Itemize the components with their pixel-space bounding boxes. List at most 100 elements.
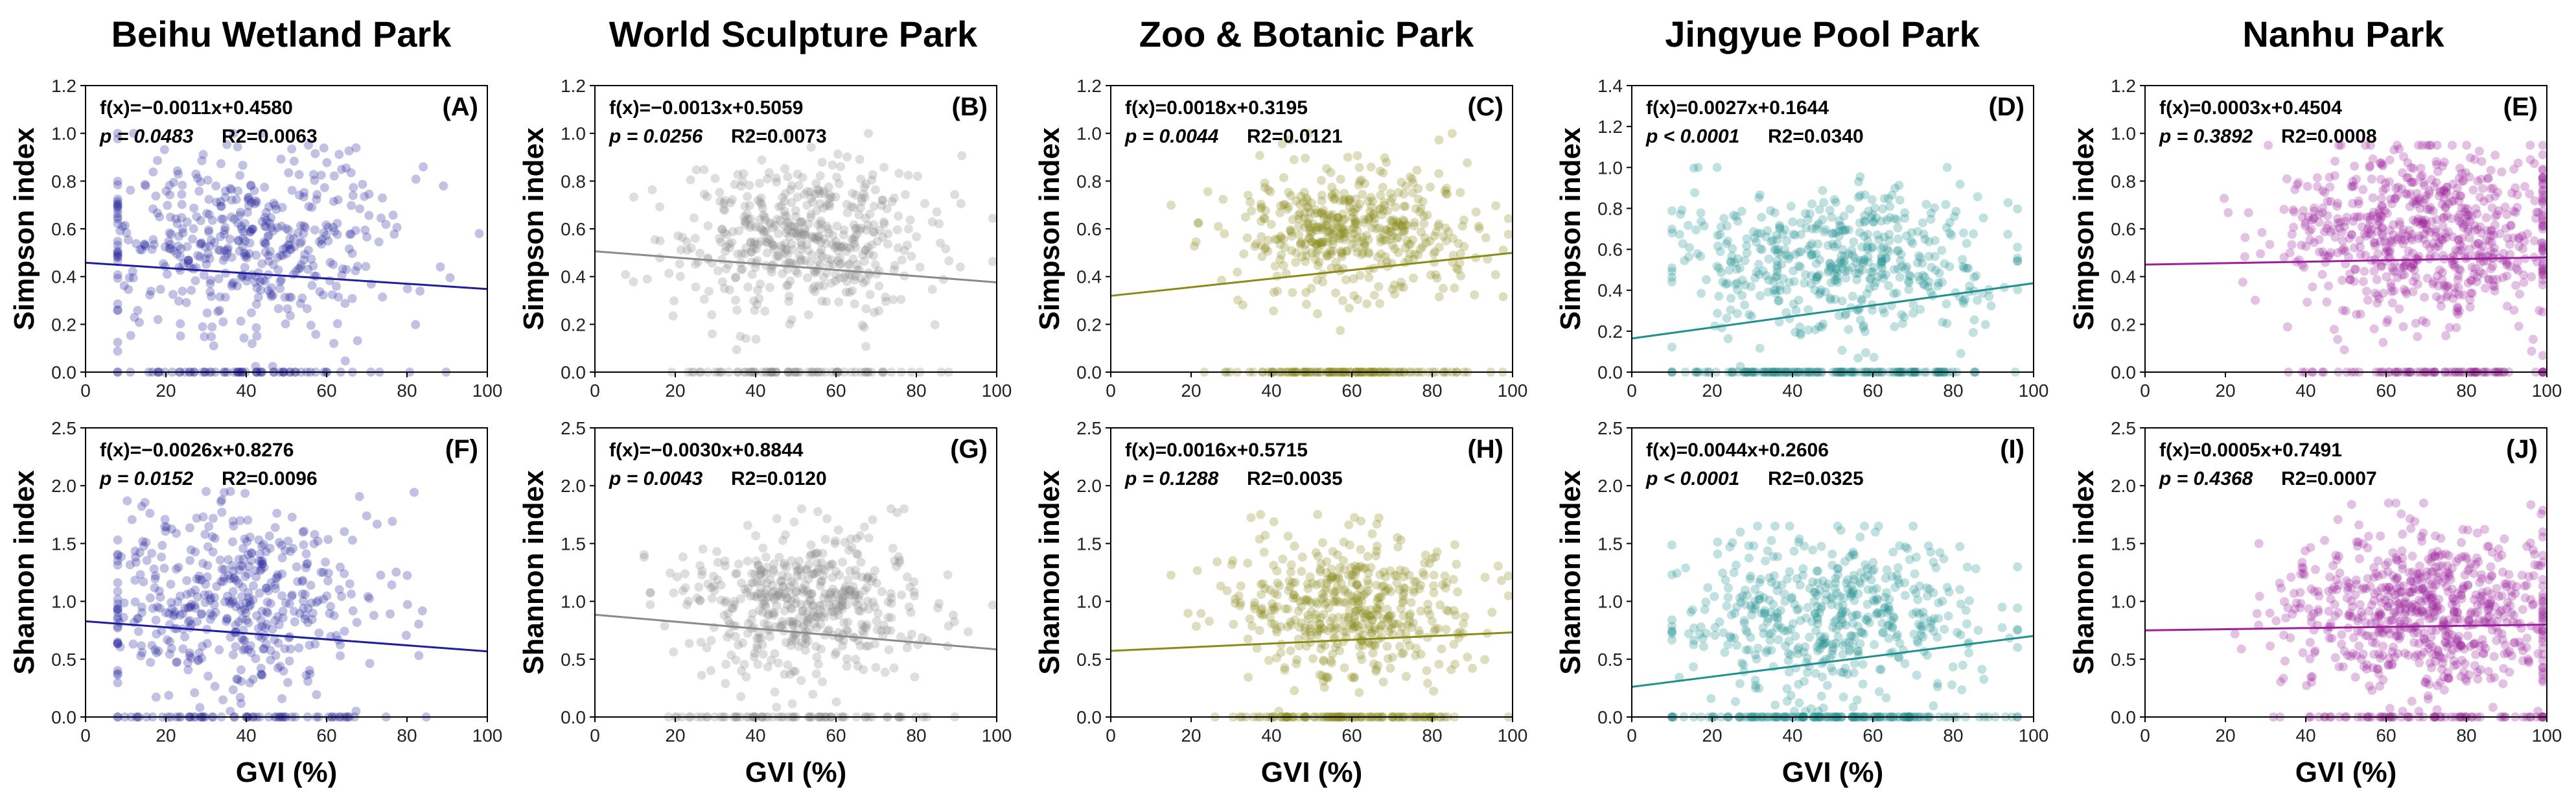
data-point [1316,559,1326,569]
data-point [720,598,730,607]
data-point [2421,318,2431,327]
data-point [750,263,760,272]
data-point [655,253,665,263]
data-point [1951,207,1961,216]
data-point [1978,213,1988,223]
data-point [721,242,731,252]
data-point [1334,213,1343,223]
data-point [820,234,829,244]
data-point [113,241,122,250]
data-point [1727,251,1737,261]
data-point [786,603,796,613]
data-point [1852,275,1862,285]
x-tick-label: 20 [1181,381,1201,401]
data-point [2240,233,2250,242]
data-point [220,252,230,262]
data-point [1283,532,1293,541]
data-point [362,511,371,521]
data-point [1290,541,1299,551]
data-point [703,221,713,231]
data-point [808,198,818,207]
data-point [1755,190,1765,200]
data-point [414,619,424,629]
y-axis-label: Shannon index [1034,470,1065,675]
data-point [1837,259,1846,268]
data-point [717,225,727,235]
data-point [2538,267,2547,277]
data-point [135,318,144,327]
data-point [767,267,776,277]
data-point [113,180,122,190]
data-point [707,593,717,603]
x-tick-label: 100 [2532,381,2562,401]
data-point [1667,342,1677,352]
data-point [777,244,787,253]
data-point [176,319,185,329]
data-point [1498,292,1508,301]
data-point [1358,232,1367,242]
data-point [861,276,871,286]
data-point [2368,154,2378,164]
data-point [788,633,798,642]
data-point [402,284,412,294]
data-point [1243,634,1253,644]
data-point [1363,196,1373,206]
data-point [2419,178,2428,187]
data-point [769,241,778,250]
data-point [1317,191,1327,200]
data-point [809,611,818,620]
data-point [1270,261,1280,271]
data-point [1392,222,1402,231]
data-point [1848,292,1857,301]
data-point [178,259,188,268]
data-point [2309,203,2319,213]
data-point [1453,587,1463,597]
data-point [1336,174,1345,184]
data-point [287,185,297,195]
data-point [792,229,802,239]
data-point [755,223,765,233]
data-point [725,285,734,295]
data-point [1328,224,1338,234]
data-point [932,207,942,217]
data-point [337,270,347,280]
data-point [1432,274,1442,283]
data-point [1860,327,1870,336]
data-point [1434,292,1444,301]
data-point [867,240,877,250]
data-point [864,128,873,138]
x-tick-label: 60 [1862,381,1883,401]
data-point [204,194,214,204]
data-point [758,650,768,659]
data-point [1352,220,1362,229]
data-point [751,531,761,541]
data-point [1441,624,1451,634]
data-point [153,156,162,165]
data-point [209,341,218,351]
data-point [321,231,331,241]
data-point [226,707,235,716]
data-point [1775,224,1785,233]
data-point [785,320,795,329]
data-point [245,238,255,248]
data-point [270,523,280,532]
data-point [938,275,948,285]
x-tick-label: 0 [1627,381,1637,401]
data-point [1771,285,1781,295]
data-point [261,222,271,231]
data-point [1844,325,1853,335]
data-point [2301,242,2311,251]
data-point [145,290,155,300]
data-point [268,260,278,270]
data-point [113,248,122,258]
data-point [956,199,966,208]
data-point [1429,687,1439,696]
y-tick-label: 1.2 [2111,76,2136,96]
data-point [2003,198,2013,207]
data-point [684,639,694,648]
data-point [833,246,843,255]
data-point [1410,218,1419,228]
data-point [1273,578,1282,588]
data-point [1192,566,1202,576]
data-point [312,194,321,204]
